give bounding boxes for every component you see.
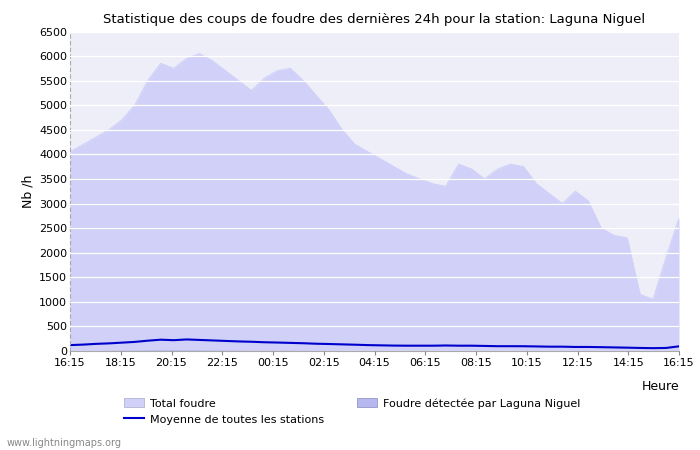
- Title: Statistique des coups de foudre des dernières 24h pour la station: Laguna Niguel: Statistique des coups de foudre des dern…: [104, 13, 645, 26]
- Legend: Total foudre, Moyenne de toutes les stations, Foudre détectée par Laguna Niguel: Total foudre, Moyenne de toutes les stat…: [125, 398, 580, 425]
- Text: Heure: Heure: [641, 380, 679, 393]
- Y-axis label: Nb /h: Nb /h: [22, 175, 35, 208]
- Text: www.lightningmaps.org: www.lightningmaps.org: [7, 438, 122, 448]
